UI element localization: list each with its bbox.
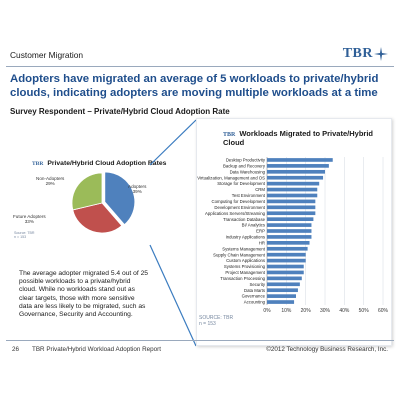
bar-backup-and-recovery xyxy=(267,164,329,168)
category-label: HR xyxy=(259,240,265,245)
callout-line-top xyxy=(149,119,197,166)
category-label: Desktop Productivity xyxy=(226,158,266,163)
pie-category: Adopters xyxy=(128,184,147,189)
bar-data-marts xyxy=(267,288,298,293)
pie-category: Future Adopters xyxy=(13,214,46,219)
report-title: TBR Private/Hybrid Workload Adoption Rep… xyxy=(32,346,162,353)
pie-chart-title: TBR Private/Hybrid Cloud Adoption Rates xyxy=(32,160,166,167)
x-tick-label: 20% xyxy=(301,308,312,314)
pie-label-non-adopters: Non-Adopters 29% xyxy=(36,176,64,187)
x-tick-label: 40% xyxy=(339,308,350,314)
x-tick-label: 0% xyxy=(263,308,271,314)
category-label: Data Marts xyxy=(244,288,265,293)
bar-transaction-processing xyxy=(267,276,302,281)
star-icon xyxy=(374,47,388,61)
section-title: Customer Migration xyxy=(10,50,84,60)
category-label: CRM xyxy=(255,187,265,192)
pie-title-text: Private/Hybrid Cloud Adoption Rates xyxy=(47,160,167,167)
bar-systems-provisioning xyxy=(267,264,304,269)
pie-slice-non-adopters xyxy=(71,172,103,211)
headline: Adopters have migrated an average of 5 w… xyxy=(10,73,379,99)
bar-chart-title: TBR Workloads Migrated to Private/Hybrid … xyxy=(223,129,391,147)
logo-text: TBR xyxy=(342,46,373,61)
bar-chart-panel: TBR Workloads Migrated to Private/Hybrid … xyxy=(196,118,392,346)
bar-crm xyxy=(267,187,318,192)
pie-chart: Adopters 39% Future Adopters 33% Non-Adopter… xyxy=(10,168,146,248)
x-tick-label: 60% xyxy=(378,308,389,314)
x-tick-label: 30% xyxy=(320,308,331,314)
bar-industry-applications xyxy=(267,235,312,239)
bar-data-warehousing xyxy=(267,169,325,174)
bar-custom-applications xyxy=(267,258,306,263)
page-number: 26 xyxy=(12,346,20,353)
bar-source: SOURCE: TBR n = 153 xyxy=(199,315,234,327)
pie-slice-future-adopters xyxy=(72,202,123,234)
subtitle: Survey Respondent – Private/Hybrid Cloud… xyxy=(10,107,230,116)
category-label: Systems Provisioning xyxy=(224,264,266,269)
category-label: Storage for Development xyxy=(217,181,266,186)
category-label: Governance xyxy=(242,294,266,299)
bar-desktop-productivity xyxy=(267,158,333,162)
category-label: BI/ Analytics xyxy=(242,223,265,228)
x-tick-label: 10% xyxy=(281,308,292,314)
category-label: Data Warehousing xyxy=(230,169,266,174)
bar-governance xyxy=(267,294,296,298)
bar-accounting xyxy=(267,300,295,304)
bar-security xyxy=(267,282,300,287)
bar-project-management xyxy=(267,270,304,275)
header-rule xyxy=(6,66,394,67)
pie-slice-adopters xyxy=(104,171,136,226)
pie-label-adopters: Adopters 39% xyxy=(128,184,146,195)
category-label: Accounting xyxy=(244,300,266,305)
bar-bi-analytics xyxy=(267,223,312,227)
pie-category: Non-Adopters xyxy=(36,176,65,181)
category-label: Applications Servers/Streaming xyxy=(205,211,266,216)
bar-computing-for-development xyxy=(267,199,316,204)
bar-systems-management xyxy=(267,246,308,251)
bar-applications-servers-streaming xyxy=(267,211,316,216)
bar-erp xyxy=(267,229,312,233)
bar-logo: TBR xyxy=(223,132,236,138)
category-label: Transaction Processing xyxy=(220,276,265,281)
category-label: Custom Applications xyxy=(226,258,265,263)
category-label: Supply Chain Management xyxy=(213,252,266,257)
bar-test-environment xyxy=(267,193,318,198)
tbr-logo: TBR xyxy=(343,46,388,62)
callout-line-bottom xyxy=(149,244,197,347)
copyright: ©2012 Technology Business Research, Inc. xyxy=(266,346,388,353)
category-label: Project Management xyxy=(225,270,265,275)
category-label: Development Environment xyxy=(214,205,265,210)
category-label: Backup and Recovery xyxy=(223,163,266,168)
bar-chart: 0% 10% 20% 30% 40% 50% 60% Desktop Productivity… xyxy=(197,157,389,314)
pie-source: Source: TBR n = 153 xyxy=(14,231,35,240)
bar-virtualization-management-and-os xyxy=(267,175,324,180)
pie-percent: 39% xyxy=(132,189,142,195)
category-label: Systems Management xyxy=(222,246,266,251)
category-label: Security xyxy=(249,282,265,287)
pie-percent: 33% xyxy=(24,219,34,225)
category-label: Computing for Development xyxy=(212,199,266,204)
pie-label-future-adopters: Future Adopters 33% xyxy=(13,214,46,225)
pie-logo: TBR xyxy=(32,161,44,167)
bar-title-text: Workloads Migrated to Private/Hybrid Clo… xyxy=(223,129,373,147)
bar-supply-chain-management xyxy=(267,252,306,257)
category-label: Test Environment xyxy=(232,193,266,198)
category-label: ERP xyxy=(256,229,265,234)
bar-transaction-database xyxy=(267,217,314,221)
bar-storage-for-development xyxy=(267,181,320,186)
x-tick-label: 50% xyxy=(359,308,370,314)
summary-note: The average adopter migrated 5.4 out of … xyxy=(19,270,149,319)
pie-percent: 29% xyxy=(45,181,55,187)
category-label: Transaction Database xyxy=(223,217,265,222)
category-label: Industry Applications xyxy=(226,235,265,240)
category-label: Virtualization, Management and OS xyxy=(197,175,265,180)
bar-development-environment xyxy=(267,205,316,210)
footer-rule xyxy=(6,340,394,341)
bar-hr xyxy=(267,241,310,245)
